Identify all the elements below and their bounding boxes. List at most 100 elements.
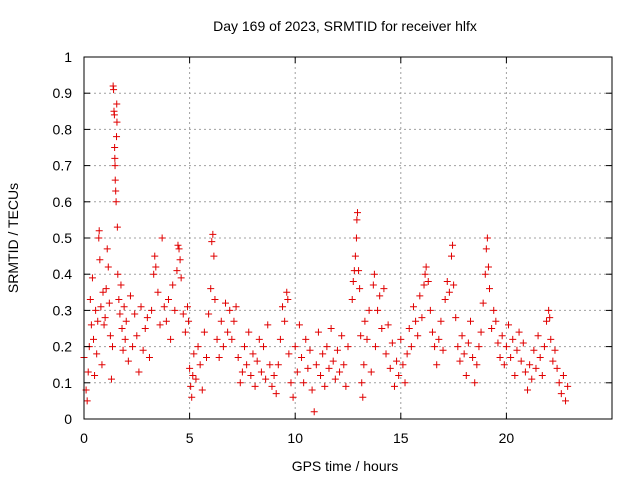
data-point: [88, 274, 96, 282]
data-point: [94, 317, 102, 325]
data-point: [217, 317, 225, 325]
data-point: [447, 252, 455, 260]
data-point: [109, 343, 117, 351]
data-point: [152, 263, 160, 271]
x-tick-labels: 0 5 10 15 20: [80, 430, 514, 446]
data-point: [187, 382, 195, 390]
data-point: [310, 408, 318, 416]
data-point: [390, 382, 398, 390]
data-point: [502, 343, 510, 351]
data-point: [171, 306, 179, 314]
data-point: [238, 368, 246, 376]
data-point: [351, 252, 359, 260]
data-point: [384, 321, 392, 329]
data-point: [471, 379, 479, 387]
x-tick-label: 10: [287, 430, 303, 446]
data-point: [113, 118, 121, 126]
data-point: [500, 361, 508, 369]
data-point: [110, 86, 118, 94]
data-point: [412, 317, 420, 325]
data-point: [154, 288, 162, 296]
grid: [84, 57, 612, 419]
data-point: [126, 292, 134, 300]
data-point: [158, 234, 166, 242]
data-point: [490, 306, 498, 314]
data-point: [87, 321, 95, 329]
data-point: [374, 306, 382, 314]
data-point: [298, 353, 306, 361]
data-point: [190, 350, 198, 358]
data-point: [462, 372, 470, 380]
data-point: [272, 390, 280, 398]
data-point: [183, 303, 191, 311]
data-point: [317, 372, 325, 380]
data-point: [323, 343, 331, 351]
data-point: [521, 368, 529, 376]
data-point: [111, 154, 119, 162]
data-point: [202, 353, 210, 361]
data-point: [357, 332, 365, 340]
data-point: [209, 230, 217, 238]
data-point: [120, 303, 128, 311]
data-point: [198, 386, 206, 394]
data-point: [488, 325, 496, 332]
data-point: [327, 325, 335, 332]
data-point: [564, 382, 572, 390]
data-point: [96, 256, 104, 264]
data-point: [370, 270, 378, 278]
data-point: [399, 361, 407, 369]
y-tick-label: 1: [64, 49, 72, 65]
data-point: [331, 375, 339, 383]
data-point: [95, 227, 103, 235]
data-point: [354, 209, 362, 217]
data-point: [291, 343, 299, 351]
data-point: [416, 292, 424, 300]
chart-title: Day 169 of 2023, SRMTID for receiver hlf…: [213, 18, 477, 34]
data-point: [236, 379, 244, 387]
data-point: [245, 328, 253, 336]
data-point: [484, 263, 492, 271]
data-point: [367, 368, 375, 376]
data-point: [241, 343, 249, 351]
data-point: [507, 353, 515, 361]
data-point: [426, 306, 434, 314]
data-point: [156, 321, 164, 329]
data-point: [287, 379, 295, 387]
data-point: [338, 332, 346, 340]
data-point: [192, 375, 200, 383]
data-point: [348, 296, 356, 304]
data-point: [538, 372, 546, 380]
data-point: [137, 303, 145, 311]
data-point: [106, 332, 114, 340]
data-points: [80, 82, 572, 416]
data-point: [179, 310, 187, 318]
data-point: [111, 144, 119, 151]
data-point: [333, 346, 341, 354]
y-tick-label: 0: [64, 411, 72, 427]
data-point: [151, 252, 159, 260]
data-point: [93, 350, 101, 358]
data-point: [405, 325, 413, 332]
data-point: [397, 335, 405, 343]
data-point: [141, 325, 149, 332]
data-point: [112, 198, 120, 206]
data-point: [118, 325, 126, 332]
data-point: [143, 314, 151, 322]
data-point: [92, 306, 100, 314]
y-axis-label: SRMTID / TECUs: [5, 183, 21, 293]
data-point: [486, 285, 494, 293]
data-point: [102, 285, 110, 293]
data-point: [194, 343, 202, 351]
data-point: [283, 288, 291, 296]
data-point: [100, 321, 108, 329]
data-point: [285, 350, 293, 358]
data-point: [547, 335, 555, 343]
data-point: [266, 361, 274, 369]
x-tick-label: 5: [186, 430, 194, 446]
data-point: [546, 314, 554, 322]
data-point: [361, 317, 369, 325]
data-point: [215, 353, 223, 361]
data-point: [308, 386, 316, 394]
data-point: [122, 317, 130, 325]
